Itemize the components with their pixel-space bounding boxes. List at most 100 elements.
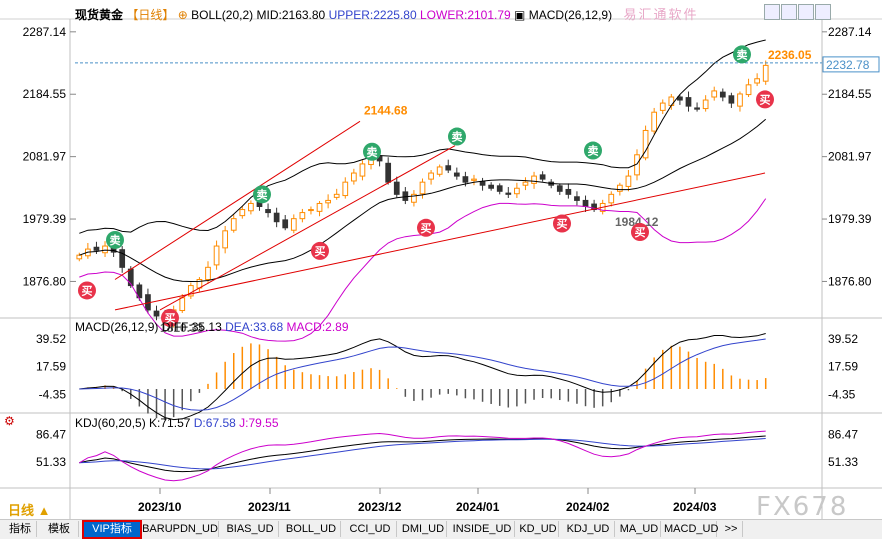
candle-body bbox=[308, 209, 314, 212]
add-indicator-icon[interactable]: ⊕ bbox=[177, 8, 188, 22]
close-icon[interactable] bbox=[815, 4, 831, 20]
boll-label: BOLL(20,2) bbox=[191, 8, 254, 22]
y-tick-label-left-2: 2081.97 bbox=[23, 150, 67, 164]
buy-signal-label-2: 买 bbox=[315, 245, 326, 258]
macd-overlay-label: MACD(26,12,9) bbox=[528, 8, 613, 22]
period-label[interactable]: 【日线】 bbox=[126, 8, 175, 22]
tab-boll-ud[interactable]: BOLL_UD bbox=[282, 521, 341, 537]
y-tick-label-right-0: 2287.14 bbox=[828, 25, 872, 39]
tab-模板[interactable]: 模板 bbox=[40, 521, 79, 537]
macd-value: MACD:2.89 bbox=[286, 320, 349, 334]
candle-body bbox=[642, 129, 649, 159]
buy-signal-0 bbox=[78, 281, 96, 300]
kdj-j: J:79.55 bbox=[239, 416, 279, 430]
candle-body bbox=[325, 199, 331, 204]
zoom-in-icon[interactable] bbox=[764, 4, 780, 20]
layout-icon[interactable] bbox=[798, 4, 814, 20]
tab-bias-ud[interactable]: BIAS_UD bbox=[222, 521, 279, 537]
macd-tick-right-1: 17.59 bbox=[828, 360, 858, 374]
sell-signal-3 bbox=[448, 127, 466, 146]
tab-macd-ud[interactable]: MACD_UD bbox=[664, 521, 719, 537]
kdj-tick-right-0: 86.47 bbox=[828, 428, 858, 442]
candle-body bbox=[290, 218, 297, 231]
candle-body bbox=[419, 181, 426, 195]
kdj-k: K:71.57 bbox=[149, 416, 191, 430]
candle-body bbox=[411, 193, 417, 203]
buy-signal-6 bbox=[756, 90, 774, 109]
candle-body bbox=[651, 111, 658, 132]
y-tick-label-right-3: 1979.39 bbox=[828, 212, 872, 226]
dropdown-icon[interactable]: ▣ bbox=[514, 8, 526, 22]
candle-body bbox=[239, 209, 246, 217]
x-tick-label-2: 2023/12 bbox=[358, 500, 402, 514]
boll-mid-line bbox=[79, 118, 767, 283]
tab-kdj-ud[interactable]: KDJ_UD bbox=[562, 521, 615, 537]
kdj-header: KDJ(60,20,5) K:71.57 D:67.58 J:79.55 bbox=[75, 416, 279, 430]
zoom-out-icon[interactable] bbox=[781, 4, 797, 20]
macd-diff-line bbox=[79, 333, 766, 421]
candle-body bbox=[711, 90, 718, 98]
settings-icon[interactable]: ⚙ bbox=[4, 414, 15, 428]
y-tick-label-right-4: 1876.80 bbox=[828, 274, 872, 288]
tab-dmi-ud[interactable]: DMI_UD bbox=[400, 521, 447, 537]
x-tick-label-3: 2024/01 bbox=[456, 500, 500, 514]
tab-cci-ud[interactable]: CCI_UD bbox=[344, 521, 397, 537]
boll-upper: UPPER:2225.80 bbox=[328, 8, 417, 22]
tab-vip指标[interactable]: VIP指标 bbox=[82, 520, 142, 539]
macd-dea-line bbox=[79, 338, 766, 411]
tab-inside-ud[interactable]: INSIDE_UD bbox=[450, 521, 515, 537]
candle-body bbox=[737, 93, 743, 107]
candle-body bbox=[273, 212, 280, 223]
candle-body bbox=[582, 199, 589, 208]
sell-signal-label-4: 卖 bbox=[588, 144, 599, 158]
tab-ma-ud[interactable]: MA_UD bbox=[618, 521, 661, 537]
candle-body bbox=[385, 162, 392, 183]
sell-signal-2 bbox=[363, 142, 381, 161]
candle-body bbox=[93, 246, 100, 251]
candle-body bbox=[677, 96, 683, 101]
trend-line-channel-upper bbox=[114, 120, 361, 280]
candle-body bbox=[299, 212, 306, 220]
boll-lower: LOWER:2101.79 bbox=[419, 8, 511, 22]
x-tick-label-5: 2024/03 bbox=[673, 500, 717, 514]
candle-body bbox=[719, 91, 726, 98]
tab-barupdn-ud[interactable]: BARUPDN_UD bbox=[142, 521, 219, 537]
candle-body bbox=[471, 178, 477, 181]
macd-header: MACD(26,12,9) DIFF:35.13 DEA:33.68 MACD:… bbox=[75, 320, 349, 334]
chart-canvas[interactable]: 2287.14 2287.14 2184.55 2184.55 2081.97 2081.… bbox=[0, 0, 882, 519]
price-annotation-3: 1984.12 bbox=[615, 215, 659, 229]
candle-body bbox=[608, 193, 615, 204]
candle-body bbox=[762, 64, 769, 82]
buy-signal-label-0: 买 bbox=[82, 284, 93, 297]
buy-signal-label-5: 买 bbox=[635, 226, 646, 239]
boll-upper-line bbox=[79, 39, 766, 234]
y-tick-label-left-1: 2184.55 bbox=[23, 87, 67, 101]
candle-body bbox=[350, 172, 357, 182]
buy-signal-label-3: 买 bbox=[421, 222, 432, 235]
x-tick-label-0: 2023/10 bbox=[138, 500, 182, 514]
macd-diff: DIFF:35.13 bbox=[161, 320, 222, 334]
candle-body bbox=[445, 165, 452, 171]
kdj-label: KDJ(60,20,5) bbox=[75, 416, 146, 430]
x-tick-label-1: 2023/11 bbox=[248, 500, 291, 514]
buy-signal-1 bbox=[161, 308, 179, 327]
candle-body bbox=[359, 163, 366, 177]
candle-body bbox=[505, 192, 512, 195]
indicator-tabbar: 指标 模板 VIP指标 BARUPDN_UD BIAS_UD BOLL_UD CCI_UD D… bbox=[0, 519, 882, 539]
candle-body bbox=[265, 209, 271, 214]
candle-body bbox=[659, 102, 666, 111]
sell-signal-label-1: 卖 bbox=[257, 187, 268, 201]
tab-kd-ud[interactable]: KD_UD bbox=[518, 521, 559, 537]
candle-body bbox=[702, 99, 709, 110]
candle-body bbox=[230, 218, 237, 231]
period-selector[interactable]: 日线 ▲ bbox=[8, 503, 51, 518]
candle-body bbox=[102, 245, 108, 254]
tab--[interactable]: >> bbox=[720, 521, 743, 537]
tab-指标[interactable]: 指标 bbox=[4, 521, 37, 537]
sell-signal-4 bbox=[584, 141, 602, 160]
candle-body bbox=[745, 84, 752, 96]
macd-tick-left-0: 39.52 bbox=[36, 332, 66, 346]
candle-body bbox=[342, 181, 349, 197]
candle-body bbox=[436, 166, 443, 175]
macd-dea: DEA:33.68 bbox=[225, 320, 284, 334]
